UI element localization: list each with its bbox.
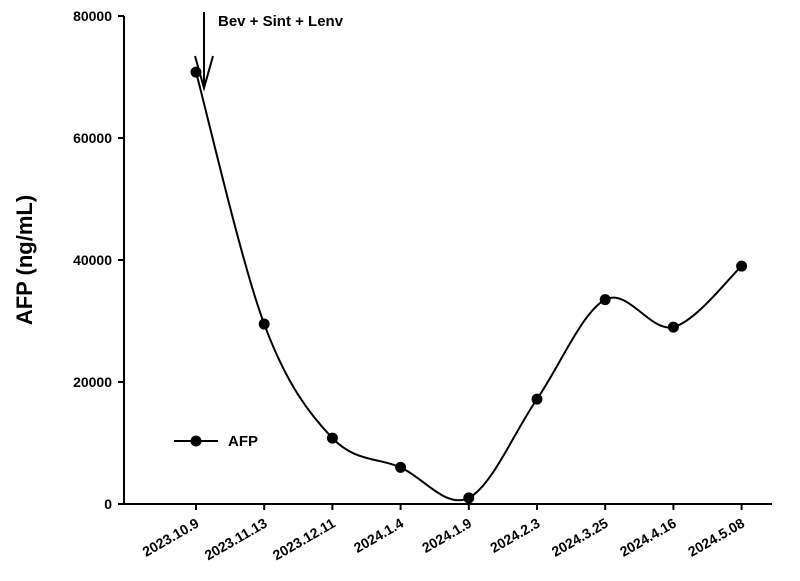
- afp-data-points: [190, 66, 748, 504]
- afp-point-5: [463, 492, 475, 504]
- x-tick-label: 2024.4.16: [617, 515, 679, 560]
- afp-point-9: [736, 260, 748, 272]
- y-tick-label: 60000: [73, 130, 112, 146]
- y-tick-label: 20000: [73, 374, 112, 390]
- y-axis: 0 20000 40000 60000 80000: [73, 8, 125, 512]
- x-tick-label: 2023.10.9: [140, 515, 202, 560]
- afp-point-7: [599, 294, 611, 306]
- y-tick-label: 0: [104, 496, 112, 512]
- afp-point-3: [326, 432, 338, 444]
- afp-series-line: [195, 71, 743, 502]
- y-tick-label: 40000: [73, 252, 112, 268]
- y-tick-label: 80000: [73, 8, 112, 24]
- y-axis-title: AFP (ng/mL): [12, 195, 37, 325]
- x-tick-label: 2024.1.9: [419, 515, 474, 556]
- x-tick-label: 2023.12.11: [270, 515, 338, 564]
- x-tick-label: 2024.3.25: [549, 515, 611, 560]
- afp-point-2: [258, 318, 270, 330]
- x-axis: 2023.10.9 2023.11.13 2023.12.11 2024.1.4 202…: [124, 503, 772, 564]
- afp-point-8: [667, 321, 679, 333]
- treatment-annotation: Bev + Sint + Lenv: [194, 12, 344, 92]
- afp-point-6: [531, 393, 543, 405]
- afp-point-4: [395, 461, 407, 473]
- legend: AFP: [174, 433, 258, 450]
- annotation-text: Bev + Sint + Lenv: [218, 13, 344, 30]
- x-tick-label: 2023.11.13: [202, 515, 270, 564]
- x-tick-label: 2024.1.4: [351, 515, 406, 556]
- x-tick-label: 2024.5.08: [685, 515, 747, 560]
- legend-label-afp: AFP: [228, 433, 258, 450]
- annotation-arrow-head: [194, 55, 214, 92]
- x-tick-label: 2024.2.3: [487, 515, 542, 556]
- legend-marker-swatch: [190, 435, 202, 447]
